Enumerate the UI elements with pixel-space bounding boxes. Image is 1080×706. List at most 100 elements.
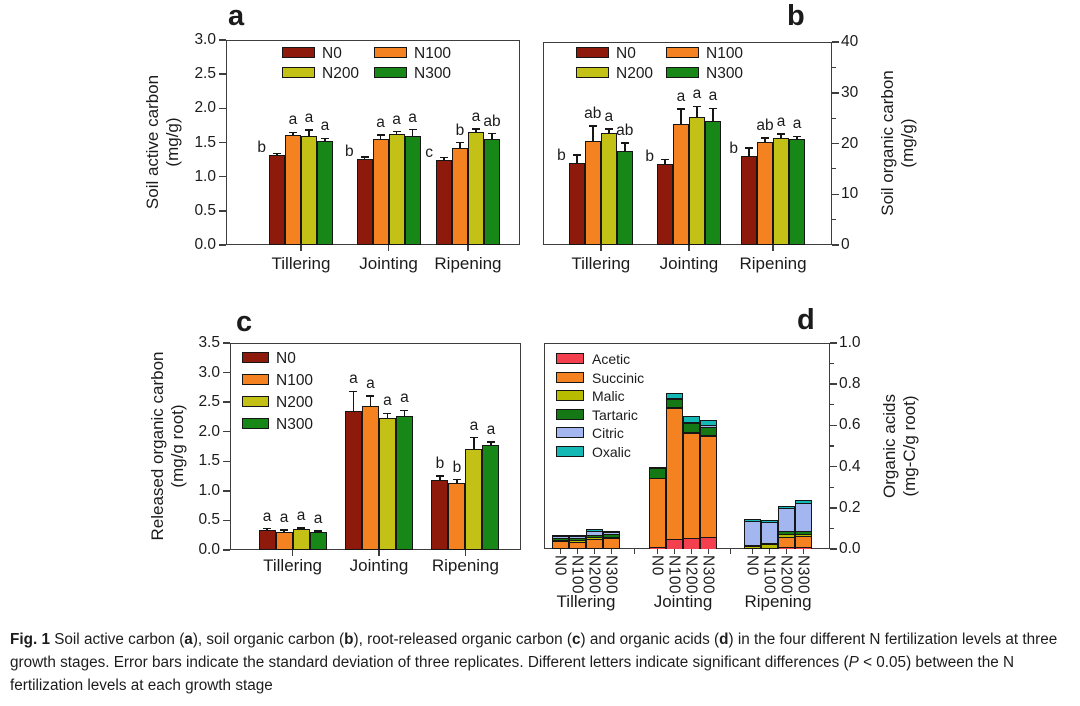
panel-d-x-tick xyxy=(559,549,562,554)
panel-d-bar-label-n100: N100 xyxy=(665,555,683,595)
legend-label-malic: Malic xyxy=(592,388,625,404)
legend-label-n200: N200 xyxy=(616,65,654,82)
panel-d-x-tick xyxy=(633,549,636,554)
error-bar xyxy=(576,155,578,163)
panel-d-segment-acetic-n200-jointing xyxy=(683,537,700,549)
significance-letter: a xyxy=(376,113,385,131)
panel-d-segment-citric-n300-ripening xyxy=(795,502,812,532)
error-bar xyxy=(324,138,326,142)
panel-b-y-minor-tick xyxy=(832,168,836,170)
panel-b-letter: b xyxy=(787,0,805,32)
caption-segment: Soil active carbon ( xyxy=(49,631,185,648)
error-bar xyxy=(680,108,682,125)
legend-label-n0: N0 xyxy=(322,45,342,62)
panel-d-bar-label-n100: N100 xyxy=(760,555,778,595)
panel-c-y-tick xyxy=(223,549,230,551)
legend-label-n300: N300 xyxy=(276,416,314,433)
panel-c-bar-n200-ripening xyxy=(465,449,483,550)
panel-d-x-tick xyxy=(593,549,596,554)
panel-d-group-label-ripening: Ripening xyxy=(744,592,812,611)
panel-d-segment-acetic-n0-tillering xyxy=(552,548,569,550)
error-bar-cap xyxy=(745,147,754,149)
error-bar xyxy=(592,126,594,142)
caption-segment: d xyxy=(719,631,729,648)
panel-d-segment-malic-n300-jointing xyxy=(700,434,717,436)
error-bar xyxy=(352,391,355,411)
panel-d-segment-citric-n100-tillering xyxy=(569,535,586,539)
panel-a-y-tick-label: 0.0 xyxy=(194,236,216,253)
panel-d-segment-tartaric-n200-tillering xyxy=(586,535,603,538)
panel-b-y-minor-tick xyxy=(832,219,836,221)
panel-d-y-axis-title: Organic acids (mg-C/g root) xyxy=(880,394,920,498)
panel-d-segment-succinic-n300-tillering xyxy=(603,538,620,549)
error-bar-cap xyxy=(383,412,392,415)
panel-b-y-axis-title-line1: Soil organic carbon xyxy=(877,70,897,216)
error-bar-cap xyxy=(376,134,385,136)
panel-d-y-minor-tick xyxy=(830,404,834,406)
panel-d-segment-acetic-n100-jointing xyxy=(666,538,683,549)
panel-c-letter: c xyxy=(236,306,253,338)
panel-a-bar-n0-ripening xyxy=(435,160,452,245)
panel-d-bar-label-n0: N0 xyxy=(648,555,666,576)
panel-d-segment-succinic-n200-jointing xyxy=(683,432,700,538)
panel-d-bar-label-n0: N0 xyxy=(743,555,761,576)
legend-swatch-n300 xyxy=(666,67,699,78)
panel-c-y-tick-label: 3.0 xyxy=(198,363,220,381)
panel-d-segment-tartaric-n300-tillering xyxy=(603,533,620,537)
panel-c-y-tick xyxy=(223,342,230,344)
panel-d-x-tick xyxy=(690,549,693,554)
panel-b-y-tick xyxy=(832,244,839,246)
error-bar-cap xyxy=(452,478,461,481)
panel-b-y-axis-title-line2: (mg/g) xyxy=(898,118,917,168)
significance-letter: ab xyxy=(616,121,634,139)
panel-d-y-tick-label: 0.6 xyxy=(839,416,861,434)
error-bar-cap xyxy=(400,409,409,412)
panel-c-x-tick xyxy=(464,550,467,556)
legend-swatch-n300 xyxy=(242,418,269,429)
error-bar-cap xyxy=(288,131,297,133)
panel-c-bar-n300-jointing xyxy=(395,416,413,550)
panel-d-segment-malic-n200-ripening xyxy=(778,533,795,537)
panel-d-x-tick xyxy=(656,549,659,554)
panel-c-y-tick-label: 0.0 xyxy=(198,541,220,558)
panel-d-segment-acetic-n100-tillering xyxy=(569,548,586,550)
caption-segment: P xyxy=(848,653,859,671)
panel-d-segment-succinic-n100-ripening xyxy=(761,548,778,550)
panel-a-bar-n0-tillering xyxy=(268,155,285,245)
panel-a-y-tick xyxy=(219,175,226,178)
panel-c-y-tick-label: 2.5 xyxy=(198,393,220,411)
panel-d-segment-tartaric-n300-jointing xyxy=(700,426,717,435)
significance-letter: a xyxy=(262,507,272,525)
panel-d-y-tick-label: 1.0 xyxy=(839,334,861,351)
panel-d-segment-oxalic-n0-jointing xyxy=(649,466,666,468)
panel-d-bar-label-n200: N200 xyxy=(682,555,700,595)
panel-c-bar-n300-tillering xyxy=(309,532,327,550)
error-bar-cap xyxy=(692,105,701,108)
legend-label-succinic: Succinic xyxy=(592,369,645,386)
legend-label-n200: N200 xyxy=(322,65,360,82)
panel-a-x-label-ripening: Ripening xyxy=(434,254,502,273)
error-bar-cap xyxy=(620,142,629,144)
panel-d-segment-malic-n0-tillering xyxy=(552,539,569,541)
significance-letter: a xyxy=(469,416,479,434)
panel-d-segment-citric-n300-jointing xyxy=(700,425,717,427)
panel-d-segment-acetic-n300-jointing xyxy=(700,536,717,549)
error-bar-cap xyxy=(469,436,478,439)
panel-c-bar-n200-jointing xyxy=(378,418,396,550)
panel-b-y-tick xyxy=(832,41,839,43)
significance-letter: a xyxy=(471,107,481,125)
panel-d-segment-citric-n300-tillering xyxy=(603,532,620,534)
error-bar-cap xyxy=(487,132,496,135)
caption-segment: ) and organic acids ( xyxy=(580,631,720,648)
panel-d-group-label-jointing: Jointing xyxy=(653,592,713,611)
significance-letter: a xyxy=(408,108,417,126)
panel-d-y-minor-tick xyxy=(830,445,834,447)
panel-c-bar-n300-ripening xyxy=(482,445,500,550)
error-bar xyxy=(624,142,626,151)
panel-d-segment-acetic-n300-ripening xyxy=(795,546,812,549)
panel-d-y-minor-tick xyxy=(830,363,834,365)
panel-a-x-tick xyxy=(300,245,302,251)
error-bar xyxy=(712,108,714,122)
panel-d-segment-citric-n200-jointing xyxy=(683,421,700,424)
significance-letter: c xyxy=(425,144,433,162)
